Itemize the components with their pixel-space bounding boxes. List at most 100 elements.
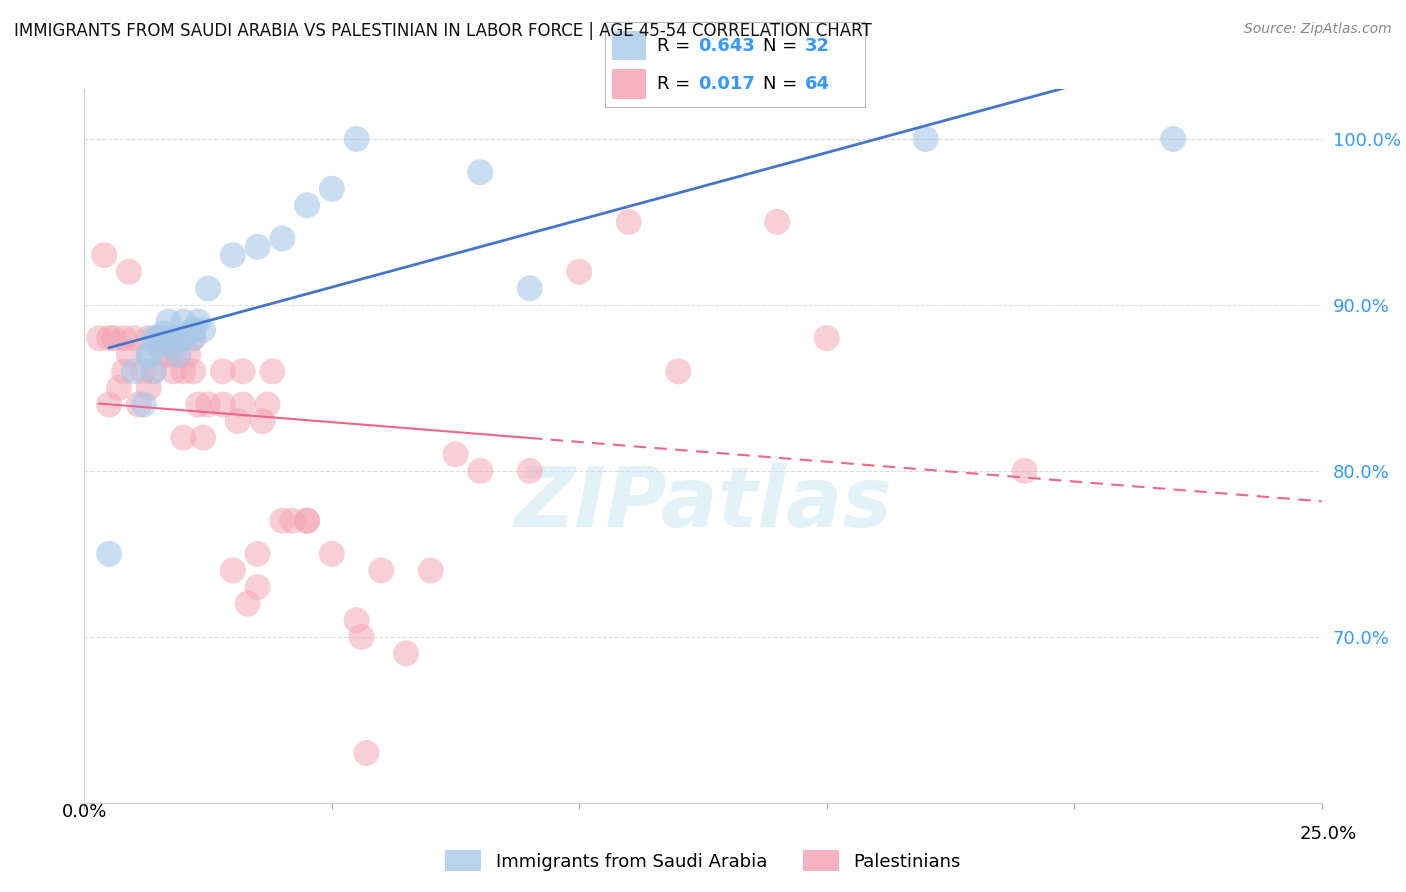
Point	[232, 397, 254, 411]
Point	[766, 215, 789, 229]
Point	[172, 314, 194, 328]
Text: R =: R =	[657, 75, 696, 93]
Point	[356, 746, 378, 760]
Point	[444, 447, 467, 461]
Point	[138, 381, 160, 395]
Point	[470, 165, 492, 179]
Point	[271, 514, 294, 528]
Point	[262, 364, 284, 378]
Point	[246, 547, 269, 561]
Point	[148, 339, 170, 353]
Point	[98, 547, 121, 561]
Point	[162, 364, 184, 378]
Point	[246, 240, 269, 254]
Point	[118, 348, 141, 362]
Text: N =: N =	[763, 37, 803, 55]
Text: ZIPatlas: ZIPatlas	[515, 463, 891, 543]
Point	[346, 132, 368, 146]
Text: N =: N =	[763, 75, 803, 93]
Point	[568, 265, 591, 279]
Point	[197, 397, 219, 411]
Point	[98, 397, 121, 411]
Text: R =: R =	[657, 37, 696, 55]
Point	[152, 326, 174, 340]
Point	[346, 613, 368, 627]
Point	[118, 265, 141, 279]
Text: 32: 32	[804, 37, 830, 55]
Point	[142, 331, 165, 345]
Point	[617, 215, 640, 229]
Point	[666, 364, 689, 378]
Point	[162, 331, 184, 345]
Point	[132, 397, 155, 411]
Point	[181, 323, 204, 337]
Point	[295, 198, 318, 212]
Point	[419, 564, 441, 578]
Point	[256, 397, 278, 411]
Legend: Immigrants from Saudi Arabia, Palestinians: Immigrants from Saudi Arabia, Palestinia…	[437, 843, 969, 879]
Point	[167, 348, 190, 362]
Point	[167, 348, 190, 362]
Point	[93, 248, 115, 262]
Point	[172, 364, 194, 378]
Point	[112, 331, 135, 345]
Point	[181, 331, 204, 345]
Point	[1014, 464, 1036, 478]
Point	[232, 364, 254, 378]
Point	[295, 514, 318, 528]
Point	[112, 364, 135, 378]
Point	[89, 331, 111, 345]
Point	[197, 281, 219, 295]
Point	[122, 331, 145, 345]
Text: 0.017: 0.017	[699, 75, 755, 93]
Point	[236, 597, 259, 611]
Bar	[613, 30, 647, 61]
Point	[519, 464, 541, 478]
Point	[321, 547, 343, 561]
Point	[246, 580, 269, 594]
Point	[187, 397, 209, 411]
Point	[350, 630, 373, 644]
Point	[128, 397, 150, 411]
Point	[177, 326, 200, 340]
Point	[187, 314, 209, 328]
Point	[167, 331, 190, 345]
Point	[142, 364, 165, 378]
Point	[132, 364, 155, 378]
Point	[103, 331, 125, 345]
Point	[98, 331, 121, 345]
Point	[252, 414, 274, 428]
Point	[226, 414, 249, 428]
Text: 0.0%: 0.0%	[62, 803, 107, 821]
Point	[177, 348, 200, 362]
Point	[222, 248, 245, 262]
Point	[122, 364, 145, 378]
Point	[138, 331, 160, 345]
Point	[152, 331, 174, 345]
Point	[148, 331, 170, 345]
Point	[295, 514, 318, 528]
Point	[321, 182, 343, 196]
Point	[914, 132, 936, 146]
Point	[157, 314, 180, 328]
Point	[138, 348, 160, 362]
Point	[395, 647, 418, 661]
Point	[181, 331, 204, 345]
Point	[152, 348, 174, 362]
Point	[271, 231, 294, 245]
Point	[191, 431, 214, 445]
Point	[1161, 132, 1184, 146]
Point	[370, 564, 392, 578]
Point	[138, 348, 160, 362]
Text: 64: 64	[804, 75, 830, 93]
Text: 25.0%: 25.0%	[1301, 825, 1357, 843]
Point	[148, 331, 170, 345]
Point	[222, 564, 245, 578]
Bar	[613, 69, 647, 99]
Point	[172, 331, 194, 345]
Text: Source: ZipAtlas.com: Source: ZipAtlas.com	[1244, 22, 1392, 37]
Point	[162, 339, 184, 353]
Point	[172, 431, 194, 445]
Point	[181, 364, 204, 378]
Point	[142, 364, 165, 378]
